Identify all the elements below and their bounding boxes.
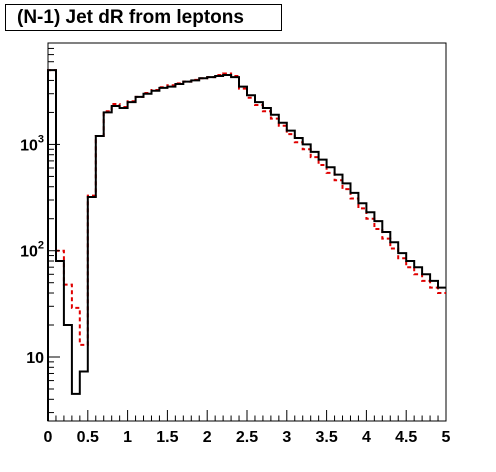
y-tick-label: 102: [20, 240, 44, 261]
chart-title: (N-1) Jet dR from leptons: [5, 4, 282, 31]
x-tick-label: 3.5: [315, 429, 337, 446]
x-tick-label: 1.5: [156, 429, 178, 446]
x-tick-label: 5: [442, 429, 451, 446]
x-tick-label: 3: [282, 429, 291, 446]
x-tick-label: 0.5: [77, 429, 99, 446]
x-tick-label: 2: [203, 429, 212, 446]
y-tick-label: 10: [26, 350, 44, 367]
x-tick-label: 1: [123, 429, 132, 446]
x-tick-label: 2.5: [236, 429, 258, 446]
series-0-histogram: [47, 69, 446, 421]
y-tick-label: 103: [20, 133, 44, 154]
axis-layer: 0 0.5 1 1.5 2 2.5 3 3.5 4 4.5 5 10 102 103: [20, 42, 451, 446]
x-tick-label: 4: [362, 429, 371, 446]
series-layer: [47, 69, 446, 421]
x-tick-label: 4.5: [395, 429, 417, 446]
x-tick-label: 0: [44, 429, 53, 446]
